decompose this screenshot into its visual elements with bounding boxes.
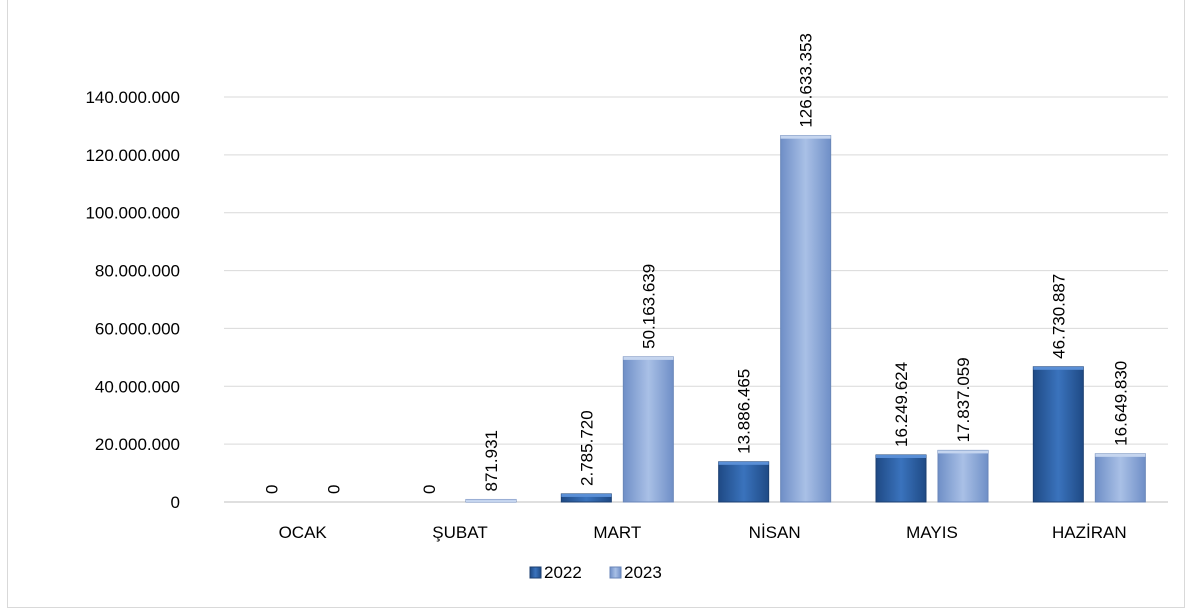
bar-bevel bbox=[938, 450, 988, 454]
category-label: NİSAN bbox=[749, 523, 801, 542]
chart-frame bbox=[7, 0, 1185, 608]
data-label: 126.633.353 bbox=[797, 33, 816, 128]
data-label: 0 bbox=[420, 485, 439, 494]
legend-swatch-2023 bbox=[609, 566, 622, 579]
bar-bevel bbox=[1033, 366, 1084, 370]
data-label: 871.931 bbox=[482, 430, 501, 491]
bar-bevel bbox=[466, 499, 516, 502]
category-label: OCAK bbox=[279, 523, 328, 542]
bar-2023-mart bbox=[622, 356, 674, 503]
category-label: HAZİRAN bbox=[1052, 523, 1127, 542]
bar-bevel bbox=[561, 493, 612, 497]
y-tick-label: 60.000.000 bbox=[95, 319, 180, 338]
y-tick-label: 20.000.000 bbox=[95, 435, 180, 454]
y-tick-label: 0 bbox=[171, 493, 180, 512]
data-label: 50.163.639 bbox=[639, 264, 658, 349]
bar-bevel bbox=[718, 461, 769, 465]
bar-2023-mayis bbox=[937, 449, 989, 503]
bar-bevel bbox=[876, 454, 926, 458]
data-label: 13.886.465 bbox=[735, 369, 754, 454]
bar-bevel bbox=[623, 356, 674, 360]
data-label: 16.249.624 bbox=[892, 362, 911, 447]
bar-bevel bbox=[780, 135, 831, 139]
data-label: 0 bbox=[263, 485, 282, 494]
data-label: 46.730.887 bbox=[1049, 274, 1068, 359]
category-label: MART bbox=[593, 523, 641, 542]
data-label: 16.649.830 bbox=[1111, 361, 1130, 446]
category-label: MAYIS bbox=[906, 523, 958, 542]
bar-2022-hazi̇ran bbox=[1032, 366, 1084, 503]
y-tick-label: 80.000.000 bbox=[95, 262, 180, 281]
y-tick-label: 140.000.000 bbox=[85, 88, 180, 107]
y-tick-label: 120.000.000 bbox=[85, 146, 180, 165]
data-label: 2.785.720 bbox=[577, 410, 596, 486]
bar-2022-mayis bbox=[875, 454, 927, 503]
bar-2023-hazi̇ran bbox=[1094, 453, 1146, 503]
bar-2023-ni̇san bbox=[780, 135, 832, 503]
bar-2022-ni̇san bbox=[718, 461, 770, 503]
category-label: ŞUBAT bbox=[432, 523, 487, 542]
data-label: 17.837.059 bbox=[954, 357, 973, 442]
legend-swatch-2022 bbox=[529, 566, 542, 579]
legend-label-2023: 2023 bbox=[624, 563, 662, 582]
bar-bevel bbox=[1095, 453, 1146, 457]
y-tick-label: 40.000.000 bbox=[95, 377, 180, 396]
legend-label-2022: 2022 bbox=[544, 563, 582, 582]
data-label: 0 bbox=[325, 485, 344, 494]
y-tick-label: 100.000.000 bbox=[85, 204, 180, 223]
